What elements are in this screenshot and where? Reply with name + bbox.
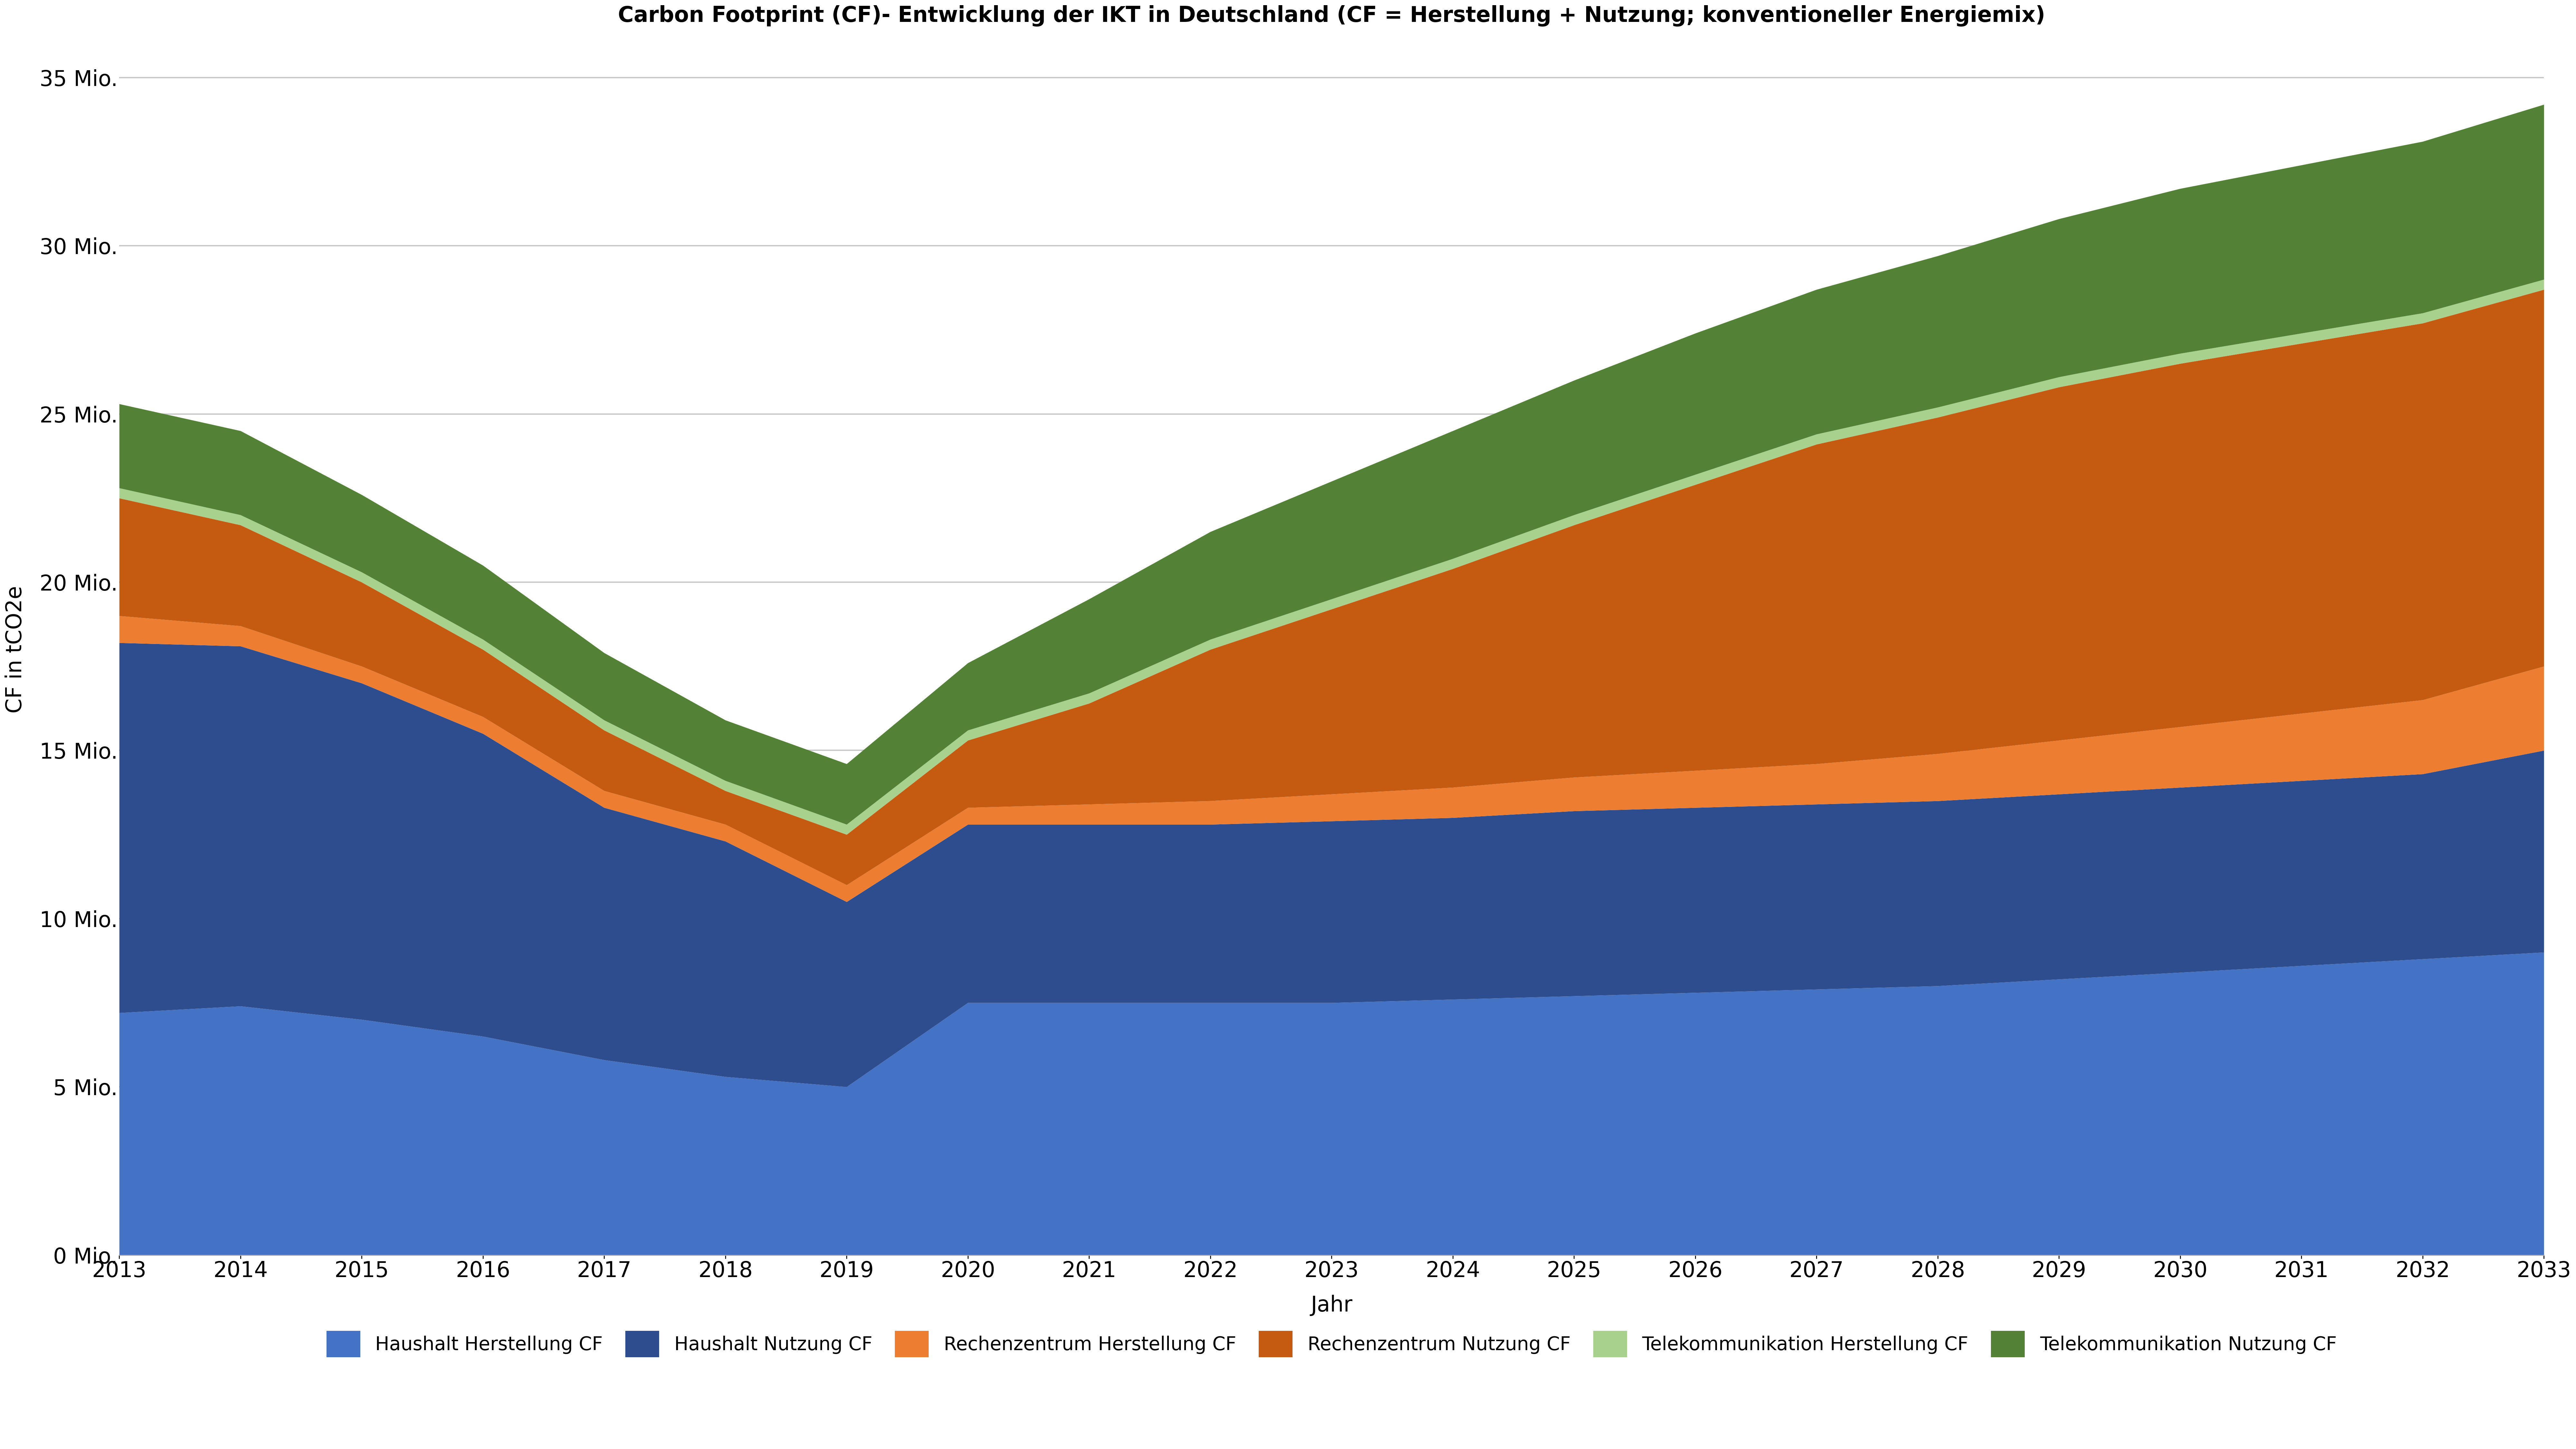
- Y-axis label: CF in tCO2e: CF in tCO2e: [5, 585, 26, 713]
- Legend: Haushalt Herstellung CF, Haushalt Nutzung CF, Rechenzentrum Herstellung CF, Rech: Haushalt Herstellung CF, Haushalt Nutzun…: [317, 1321, 2347, 1366]
- X-axis label: Jahr: Jahr: [1311, 1295, 1352, 1316]
- Title: Carbon Footprint (CF)- Entwicklung der IKT in Deutschland (CF = Herstellung + Nu: Carbon Footprint (CF)- Entwicklung der I…: [618, 4, 2045, 26]
